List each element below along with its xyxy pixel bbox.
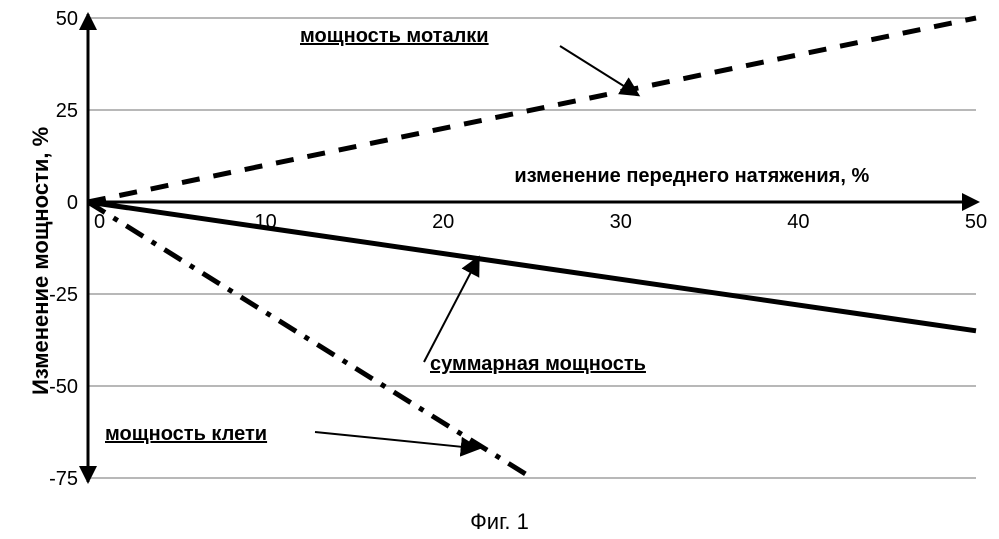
- svg-text:0: 0: [67, 192, 78, 214]
- svg-text:суммарная мощность: суммарная мощность: [430, 353, 646, 375]
- svg-text:-75: -75: [49, 468, 78, 490]
- svg-text:50: 50: [965, 211, 987, 233]
- svg-text:40: 40: [787, 211, 809, 233]
- svg-text:мощность моталки: мощность моталки: [300, 25, 489, 47]
- svg-text:мощность клети: мощность клети: [105, 423, 267, 445]
- svg-text:30: 30: [610, 211, 632, 233]
- svg-text:изменение переднего натяжения,: изменение переднего натяжения, %: [514, 165, 869, 187]
- figure-caption: Фиг. 1: [0, 509, 999, 535]
- chart-svg: -75-50-250255001020304050изменение перед…: [0, 0, 999, 539]
- svg-text:25: 25: [56, 100, 78, 122]
- chart-container: -75-50-250255001020304050изменение перед…: [0, 0, 999, 539]
- svg-text:20: 20: [432, 211, 454, 233]
- y-axis-label: Изменение мощности, %: [28, 127, 54, 395]
- svg-text:50: 50: [56, 8, 78, 30]
